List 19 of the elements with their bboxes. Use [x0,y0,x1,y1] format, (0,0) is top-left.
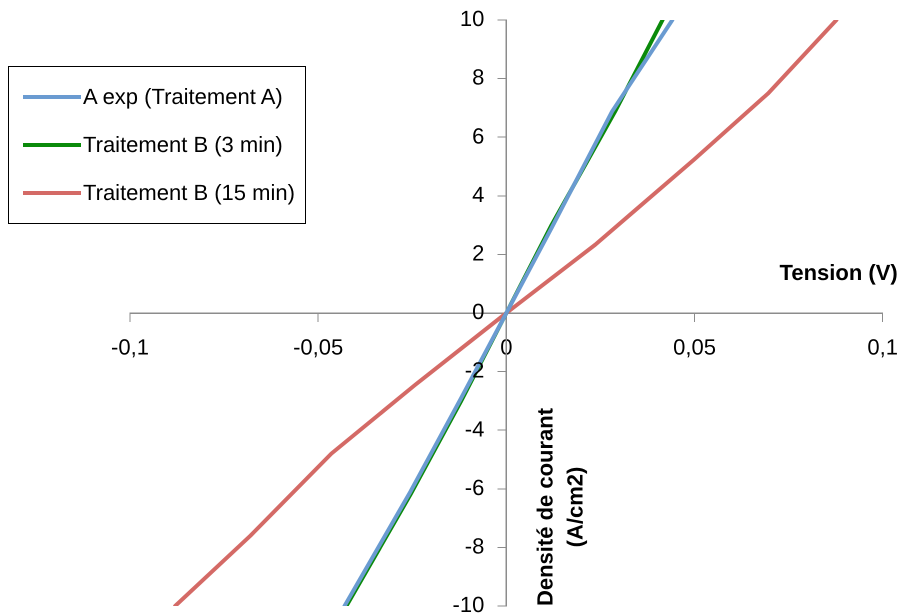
y-tick-label: 10 [460,6,484,32]
y-tick-label: -6 [464,474,484,500]
y-tick-label: 4 [472,182,484,207]
y-tick-label: -8 [464,533,484,558]
x-axis-title: Tension (V) [780,260,898,286]
y-tick-label: 6 [472,123,484,148]
y-tick-label: 0 [472,299,484,324]
x-tick-label: 0,05 [673,334,716,360]
x-tick-label: -0,05 [293,334,344,360]
legend-label: Traitement B (3 min) [83,132,283,158]
legend-label: A exp (Traitement A) [83,84,283,110]
y-tick-label: -10 [452,592,484,616]
x-tick-label: 0,1 [867,334,898,360]
y-axis-title: Densité de courant (A/cm2) [532,407,588,606]
legend-label: Traitement B (15 min) [83,180,295,206]
y-tick-label: 8 [472,64,484,90]
y-tick-label: 2 [472,240,484,266]
x-tick-label: -0,1 [111,334,149,360]
y-tick-label: -4 [464,416,484,442]
